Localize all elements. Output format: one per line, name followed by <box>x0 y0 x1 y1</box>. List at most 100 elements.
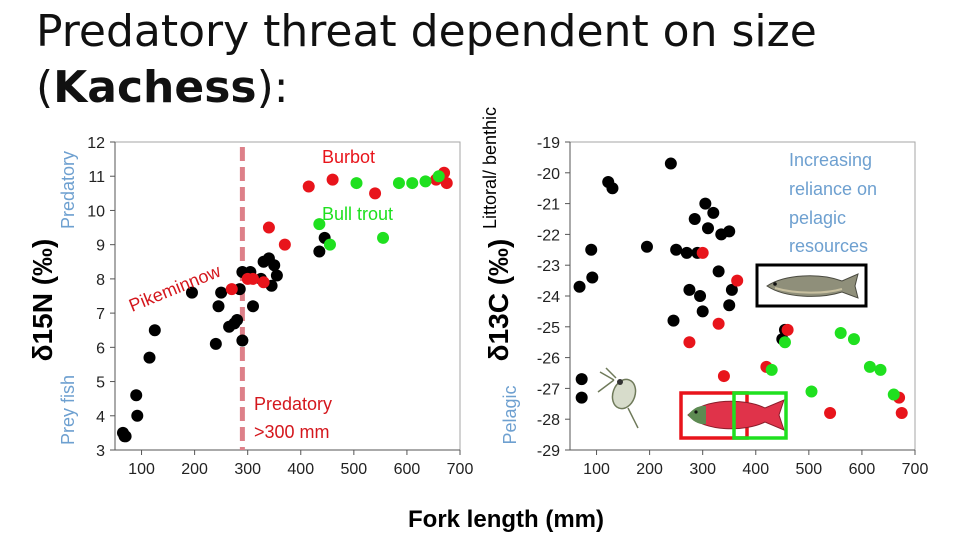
sockeye-salmon-image <box>679 391 788 440</box>
point-black <box>215 286 228 299</box>
y-tick-label: -24 <box>537 289 560 306</box>
point-black <box>699 197 712 210</box>
y-tick-label: 3 <box>96 443 105 460</box>
point-red <box>731 274 744 287</box>
x-tick-label: 400 <box>287 461 314 478</box>
x-tick-label: 700 <box>447 461 474 478</box>
point-green <box>350 177 363 190</box>
y-axis-label-carbon: δ13C (‰) <box>483 239 514 362</box>
point-black <box>148 324 161 337</box>
point-black <box>696 305 709 318</box>
point-red <box>262 221 275 234</box>
point-red <box>440 177 453 190</box>
y-tick-label: 12 <box>87 135 105 152</box>
x-tick-label: 600 <box>394 461 421 478</box>
point-red <box>717 370 730 383</box>
x-tick-label: 500 <box>340 461 367 478</box>
x-tick-label: 100 <box>583 461 610 478</box>
point-black <box>131 409 144 422</box>
point-black <box>130 389 143 402</box>
point-green <box>874 363 887 376</box>
point-green <box>432 170 445 183</box>
y-tick-label: 4 <box>96 409 105 426</box>
pikeminnow-photo <box>755 263 868 308</box>
point-black <box>723 225 736 238</box>
y-tick-label: -21 <box>537 197 560 214</box>
y-tick-label: 6 <box>96 340 105 357</box>
point-green <box>406 177 419 190</box>
point-black <box>575 373 588 386</box>
chart-nitrogen: 100 200 300 400 500 600 700 3 4 5 6 7 8 9 10 11 12 δ15N … <box>27 135 473 478</box>
point-green <box>863 360 876 373</box>
chart-carbon: 100 200 300 400 500 600 700 -19 -20 -21 -22 -23 -24 -… <box>480 107 928 478</box>
y-tick-label: -29 <box>537 443 560 460</box>
point-green <box>887 388 900 401</box>
point-green <box>765 363 778 376</box>
title-line-1: Predatory threat dependent on size <box>36 6 817 57</box>
y-tick-label: -27 <box>537 381 560 398</box>
point-red <box>696 246 709 259</box>
point-black <box>640 240 653 253</box>
x-tick-label: 300 <box>689 461 716 478</box>
annotation-pelagic-reliance: Increasing reliance on pelagic resources <box>789 150 877 256</box>
point-black <box>707 206 720 219</box>
point-red <box>302 180 315 193</box>
point-red <box>369 187 382 200</box>
point-green <box>377 231 390 244</box>
label-predatory: Predatory <box>254 394 332 414</box>
y-tick-label: 10 <box>87 203 105 220</box>
point-black <box>688 213 701 225</box>
point-black <box>143 351 156 364</box>
point-black <box>725 283 738 296</box>
point-green <box>805 385 818 398</box>
y-tick-label: -19 <box>537 135 560 152</box>
y-tick-label: -23 <box>537 258 560 275</box>
y-tick-label: -22 <box>537 227 560 244</box>
y-tick-label: 7 <box>96 306 105 323</box>
right-axis-ticks: 100 200 300 400 500 600 700 -19 -20 -21 -22 -23 -24 -… <box>537 135 929 478</box>
point-green <box>419 175 432 188</box>
y-tick-label: 9 <box>96 238 105 255</box>
y-tick-label: 11 <box>88 169 105 186</box>
label-bull-trout: Bull trout <box>322 204 393 224</box>
point-black <box>270 269 283 282</box>
label-predatory-size: >300 mm <box>254 422 330 442</box>
point-red <box>824 407 837 420</box>
title-lake-name: Kachess <box>53 62 257 113</box>
point-green <box>847 333 860 346</box>
label-burbot: Burbot <box>322 147 375 167</box>
point-black <box>185 286 198 299</box>
right-data-points <box>573 157 908 420</box>
y-tick-label: -28 <box>537 412 560 429</box>
point-black <box>573 280 586 293</box>
point-black <box>119 430 132 443</box>
point-black <box>575 391 588 404</box>
y-axis-label-nitrogen: δ15N (‰) <box>27 239 58 362</box>
point-black <box>212 300 225 313</box>
point-green <box>778 336 791 349</box>
point-red <box>247 272 259 285</box>
point-red <box>712 317 725 330</box>
annotation-line: reliance on <box>789 179 877 199</box>
point-black <box>702 222 714 235</box>
point-red <box>326 173 339 186</box>
title-line-2-close: ): <box>256 62 289 113</box>
x-tick-label: 600 <box>849 461 876 478</box>
x-tick-label: 100 <box>128 461 155 478</box>
point-black <box>247 300 259 313</box>
y-tick-label: -26 <box>537 351 560 368</box>
slide-title: Predatory threat dependent on size (Kache… <box>36 4 817 116</box>
point-red <box>683 336 696 349</box>
point-black <box>268 259 281 272</box>
y-tick-label: -25 <box>537 320 560 337</box>
point-black <box>683 283 696 296</box>
side-label-predatory: Predatory <box>58 151 78 229</box>
x-tick-label: 200 <box>181 461 208 478</box>
point-black <box>723 299 736 312</box>
point-black <box>670 243 683 256</box>
side-label-pelagic: Pelagic <box>500 385 520 444</box>
annotation-line: pelagic <box>789 208 846 228</box>
title-line-2-open: ( <box>36 62 54 113</box>
point-green <box>323 238 336 251</box>
